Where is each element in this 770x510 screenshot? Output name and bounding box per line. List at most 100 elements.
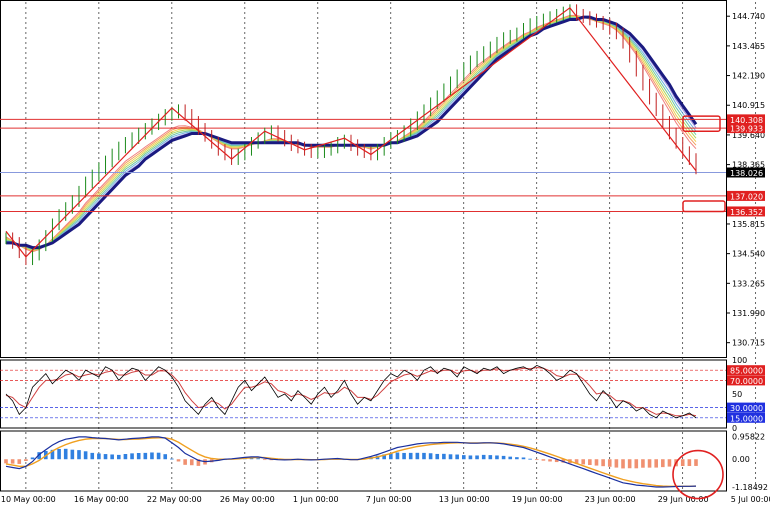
zigzag-indicator [5, 6, 697, 258]
macd-histogram-bar [541, 459, 546, 461]
macd-histogram-bar [475, 455, 479, 460]
macd-histogram-bar [402, 452, 406, 460]
price-tick-label: 143.465 [732, 42, 765, 51]
price-tick-label: 130.715 [732, 339, 765, 348]
macd-histogram-bar [262, 459, 267, 461]
macd-histogram-bar [116, 454, 121, 460]
macd-histogram-bar [189, 459, 194, 466]
macd-histogram-bar [508, 456, 513, 460]
price-axis: 144.740 143.465 142.190 140.915 139.640 138.3… [726, 12, 768, 492]
macd-histogram-bar [581, 459, 586, 465]
macd-histogram-bar [627, 459, 632, 469]
ma-ribbon [5, 14, 698, 253]
macd-histogram-bar [136, 453, 141, 460]
macd-histogram-bar [130, 453, 134, 460]
oscillator-level-tag-label: 70.0000 [730, 377, 763, 386]
macd-histogram-bar [468, 455, 473, 460]
macd-histogram-bar [37, 452, 41, 460]
oscillator-level-tag-label: 30.0000 [730, 404, 763, 413]
macd-histogram-bar [594, 459, 599, 466]
price-tick-label: 142.190 [732, 72, 765, 81]
macd-histogram-bar [481, 454, 486, 460]
price-tag-background [727, 167, 765, 178]
date-tick-label: 13 Jun 00:00 [439, 495, 490, 504]
macd-histogram-bar [607, 459, 612, 467]
oscillator-level-tag-background [727, 365, 765, 376]
highlight-box [682, 115, 721, 132]
oscillator-level-tag-label: 15.0000 [730, 414, 763, 423]
macd-signal-line [5, 437, 697, 487]
macd-histogram-bar [30, 457, 35, 460]
macd-histogram-bar [422, 452, 426, 460]
macd-histogram-bar [408, 452, 413, 460]
ribbon-line [5, 16, 697, 250]
macd-histogram-bar [97, 453, 101, 460]
oscillator-level-tag-label: 85.0000 [730, 367, 763, 376]
macd-histogram-bar [495, 455, 499, 460]
macd-histogram-bar [521, 457, 526, 460]
price-tag: 139.933 [727, 123, 765, 134]
price-tag: 137.020 [727, 190, 765, 201]
macd-histogram-bar [442, 453, 446, 460]
macd-histogram-bar [50, 449, 55, 460]
ribbon-line [5, 16, 697, 249]
macd-histogram-bar [614, 459, 619, 468]
slow-moving-average [6, 15, 698, 250]
annotations [672, 115, 726, 500]
macd-histogram-bar [435, 453, 440, 460]
date-tick-label: 22 May 00:00 [147, 495, 202, 504]
macd-histogram-bar [17, 459, 22, 464]
ribbon-line [5, 16, 697, 252]
price-tag-label: 137.020 [730, 192, 763, 201]
macd-histogram-bar [654, 459, 658, 468]
macd-histogram-bar [415, 452, 420, 460]
highlight-circle [672, 449, 724, 500]
macd-tick-label: 0.00 [732, 455, 750, 464]
date-axis: 10 May 00:00 16 May 00:00 22 May 00:00 26 M… [1, 495, 770, 504]
macd-histogram-bar [694, 459, 698, 466]
macd-histogram-bar [123, 454, 128, 460]
price-tag-label: 140.308 [730, 116, 763, 125]
macd-histogram-bar [680, 459, 685, 466]
oscillator-tick-label: 50 [732, 390, 742, 399]
macd-histogram-bar [621, 459, 625, 469]
macd-histogram-bar [163, 454, 168, 460]
macd-histogram-bar [515, 457, 519, 460]
ribbon-line [5, 16, 697, 250]
macd-histogram-bar [448, 454, 453, 460]
date-tick-label: 29 Jun 00:00 [658, 495, 709, 504]
ribbon-line [5, 16, 697, 251]
macd-histogram-bar [554, 459, 559, 463]
macd-histogram-bar [461, 455, 466, 460]
oscillator-level-tag-background [727, 375, 765, 386]
date-tick-label: 1 Jun 00:00 [293, 495, 339, 504]
macd-histogram-bar [667, 459, 672, 467]
macd-histogram-bar [196, 459, 201, 466]
macd-histogram-bar [488, 455, 493, 460]
zigzag-line [5, 6, 697, 258]
date-tick-label: 23 Jun 00:00 [585, 495, 636, 504]
date-tick-label: 16 May 00:00 [74, 495, 129, 504]
price-tag-background [727, 190, 765, 201]
date-tick-label: 26 May 00:00 [220, 495, 275, 504]
oscillator-panel-frame [0, 359, 727, 429]
macd-histogram-bar [24, 459, 28, 461]
macd-tick-label: -1.18492 [732, 483, 768, 492]
macd-histogram-bar [687, 459, 692, 466]
macd-histogram-bar [156, 452, 161, 460]
macd-histogram-bar [10, 459, 15, 464]
macd-tick-label: 0.95822 [732, 433, 765, 442]
macd-histogram-bar [57, 448, 61, 460]
price-tick-label: 134.540 [732, 250, 765, 259]
macd-histogram-bar [170, 458, 174, 460]
macd-histogram-bar [634, 459, 639, 469]
macd-histogram-bar [661, 459, 665, 468]
macd-histogram-bar [63, 448, 68, 460]
macd-main-line [5, 436, 697, 488]
macd-histogram-bar [143, 452, 148, 460]
price-tag-label: 136.352 [730, 208, 763, 217]
macd-histogram-bar [176, 459, 181, 462]
macd-histogram-bar [561, 459, 566, 463]
price-tick-label: 138.365 [732, 161, 765, 170]
